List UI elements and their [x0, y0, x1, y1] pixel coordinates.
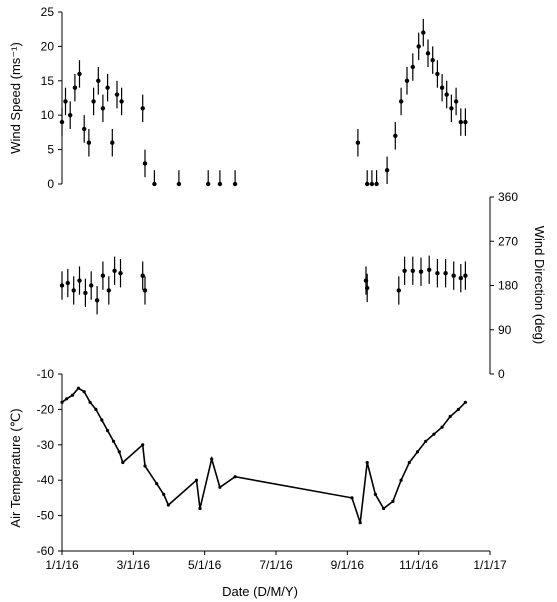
data-point — [194, 478, 199, 482]
wind-direction-panel: 360 270 180 90 0 — [59, 190, 518, 381]
wind-speed-axis-title: Wind Speed (ms⁻¹) — [8, 42, 23, 154]
x-tick-label: 5/1/16 — [188, 558, 222, 572]
x-tick-label: 7/1/16 — [259, 558, 293, 572]
x-axis-title: Date (D/M/Y) — [222, 584, 298, 599]
data-point — [166, 503, 170, 507]
data-point — [65, 397, 69, 401]
data-point — [210, 457, 214, 461]
y-tick-label: 15 — [41, 74, 55, 88]
y-tick-label: 25 — [41, 5, 55, 19]
data-point — [432, 432, 436, 436]
data-point — [94, 407, 98, 411]
y-tick-label: 0 — [498, 367, 505, 381]
data-point — [456, 407, 460, 411]
y-tick-label: 10 — [41, 108, 55, 122]
data-point — [415, 450, 420, 454]
data-point — [399, 478, 403, 482]
data-point — [373, 492, 377, 496]
x-axis: 1/1/16 3/1/16 5/1/16 7/1/16 9/1/16 11/1/16 1/1… — [45, 550, 507, 572]
data-point — [391, 499, 395, 503]
y-tick-label: 0 — [47, 177, 54, 191]
y-tick-label: 180 — [498, 279, 518, 293]
y-tick-label: 90 — [498, 323, 512, 337]
data-point — [100, 418, 104, 422]
data-point — [88, 400, 92, 404]
data-point — [218, 485, 222, 489]
y-tick-label: 270 — [498, 234, 518, 248]
data-point — [365, 460, 369, 465]
data-point — [121, 460, 125, 465]
y-tick-label: -50 — [37, 509, 55, 523]
data-point — [60, 400, 64, 404]
data-point — [448, 414, 452, 419]
data-point — [70, 393, 75, 397]
x-tick-label: 1/1/16 — [45, 558, 79, 572]
data-point — [424, 439, 428, 443]
y-tick-label: 5 — [47, 143, 54, 157]
data-point — [141, 443, 145, 447]
x-tick-label: 11/1/16 — [399, 558, 438, 572]
y-tick-label: -30 — [37, 438, 55, 452]
data-point — [440, 425, 444, 429]
data-point — [162, 492, 166, 496]
data-point — [143, 464, 147, 468]
x-tick-label: 9/1/16 — [331, 558, 365, 572]
y-tick-label: -60 — [37, 544, 55, 558]
data-point — [407, 460, 411, 465]
data-point — [382, 506, 386, 511]
data-point — [350, 496, 354, 500]
y-tick-label: -20 — [37, 402, 55, 416]
x-tick-label: 3/1/16 — [117, 558, 151, 572]
temperature-series-line — [61, 387, 466, 523]
air-temperature-axis-title: Air Temperature (℃) — [8, 408, 23, 527]
data-point — [198, 506, 202, 511]
data-point — [106, 429, 110, 433]
data-point — [76, 386, 80, 390]
y-tick-label: 20 — [41, 39, 55, 53]
wind-direction-axis-title: Wind Direction (deg) — [532, 226, 547, 345]
data-point — [155, 482, 159, 486]
data-point — [117, 450, 121, 454]
x-tick-label: 1/1/17 — [473, 558, 507, 572]
wind-speed-panel: 25 20 15 10 5 0 — [41, 5, 468, 191]
data-point — [463, 400, 467, 404]
y-tick-label: -10 — [37, 367, 55, 381]
data-point — [111, 439, 116, 443]
air-temperature-panel: -10 -20 -30 -40 -50 -60 — [37, 367, 467, 558]
data-point — [82, 390, 86, 394]
y-tick-label: 360 — [498, 190, 518, 204]
y-tick-label: -40 — [37, 473, 55, 487]
data-point — [233, 475, 237, 479]
data-point — [358, 521, 362, 525]
